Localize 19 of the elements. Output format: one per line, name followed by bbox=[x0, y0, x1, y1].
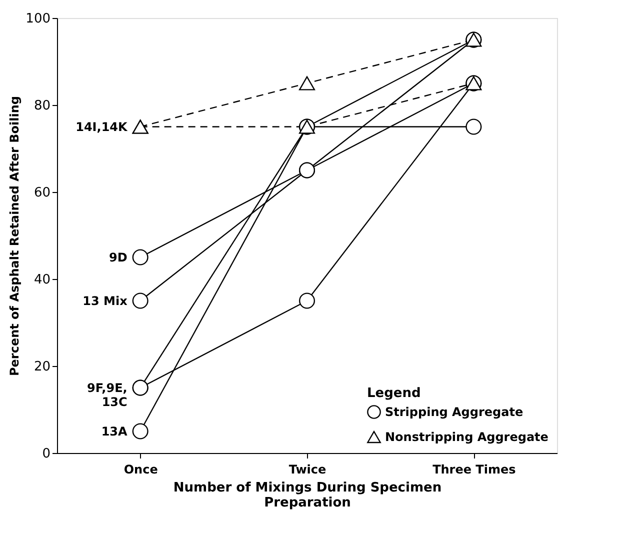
y-axis-title: Percent of Asphalt Retained After Boiling bbox=[8, 96, 22, 376]
y-tick-label: 20 bbox=[34, 360, 50, 374]
y-tick-label: 80 bbox=[34, 98, 50, 114]
y-tick-label: 40 bbox=[34, 272, 50, 288]
y-tick-label: 60 bbox=[34, 186, 50, 200]
y-tick-label: 100 bbox=[26, 12, 50, 26]
annotation: 9F,9E, 13C bbox=[87, 380, 128, 409]
x-axis-title: Number of Mixings During Specimen Preparation bbox=[173, 480, 442, 510]
legend-title: Legend bbox=[367, 386, 421, 401]
legend-label: Nonstripping Aggregate bbox=[385, 430, 548, 444]
x-tick-label: Once bbox=[124, 462, 158, 476]
legend-label: Stripping Aggregate bbox=[385, 405, 524, 419]
annotation: 9D bbox=[109, 250, 128, 264]
y-tick-label: 0 bbox=[42, 446, 50, 462]
annotation: 13A bbox=[101, 424, 128, 438]
annotation: 13 Mix bbox=[82, 294, 128, 308]
annotation: 14I,14K bbox=[76, 120, 128, 134]
x-tick-label: Twice bbox=[288, 462, 326, 476]
x-tick-label: Three Times bbox=[432, 462, 516, 476]
